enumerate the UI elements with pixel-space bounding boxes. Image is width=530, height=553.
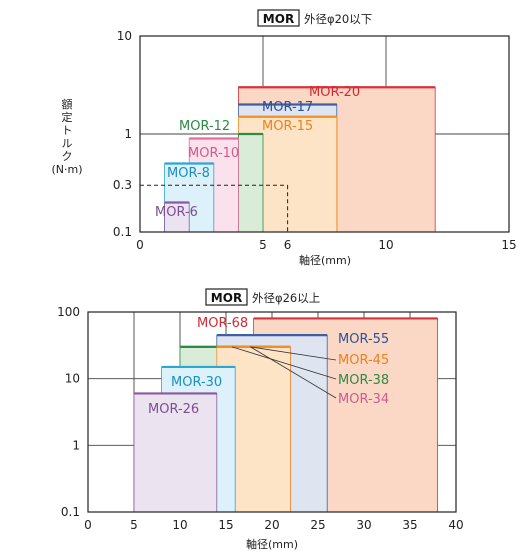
chart2-y-ticks: 0.1 1 10 100 — [57, 305, 80, 519]
chart2-bars — [133, 317, 439, 513]
chart1-x-tick-6: 6 — [284, 238, 292, 252]
chart1-y-tick-10: 10 — [117, 29, 132, 43]
chart2-x-tick-10: 10 — [172, 518, 187, 532]
chart-outer-diameter-26-and-above: MOR-26 MOR-30 MOR-34 MOR-38 MOR-45 MOR-55 MOR-… — [57, 288, 464, 551]
chart2-frame — [87, 311, 457, 513]
chart1-title-box: MOR — [263, 12, 294, 26]
chart1-label-mor-20: MOR-20 — [309, 85, 360, 100]
chart2-leader-mor-38 — [231, 346, 337, 380]
chart1-label-mor-6: MOR-6 — [155, 205, 198, 220]
chart1-y-tick-0.1: 0.1 — [113, 225, 132, 239]
chart1-x-tick-15: 15 — [501, 238, 516, 252]
chart1-y-axis-label: 額 定 ト ル ク (N·m) — [51, 98, 82, 176]
chart1-y-label-char-1: 額 — [62, 98, 73, 111]
chart2-label-mor-68: MOR-68 — [197, 316, 248, 331]
chart2-leader-mor-45 — [250, 346, 337, 361]
chart2-y-tick-10: 10 — [65, 372, 80, 386]
chart2-leader-lines — [231, 346, 337, 399]
chart1-x-tick-5: 5 — [259, 238, 267, 252]
chart1-x-axis-label: 軸径(mm) — [299, 253, 351, 267]
chart2-x-tick-30: 30 — [356, 518, 371, 532]
chart2-y-tick-0.1: 0.1 — [61, 505, 80, 519]
chart1-label-mor-17: MOR-17 — [262, 100, 313, 115]
chart2-leader-mor-34 — [250, 346, 337, 399]
chart2-x-tick-5: 5 — [130, 518, 138, 532]
chart1-label-mor-15: MOR-15 — [262, 119, 313, 134]
chart1-label-mor-12: MOR-12 — [179, 119, 230, 134]
chart1-bars — [164, 86, 436, 233]
chart2-label-mor-34: MOR-34 — [338, 392, 389, 407]
chart1-y-tick-1: 1 — [124, 127, 132, 141]
chart2-title-box: MOR — [211, 291, 242, 305]
chart1-title-rest: 外径φ20以下 — [304, 12, 372, 26]
chart2-label-mor-45: MOR-45 — [338, 353, 389, 368]
chart1-y-tick-0.3: 0.3 — [113, 178, 132, 192]
chart2-x-axis-label: 軸径(mm) — [246, 537, 298, 551]
chart2-x-tick-25: 25 — [310, 518, 325, 532]
chart-outer-diameter-20-and-below: MOR-6 MOR-8 MOR-10 MOR-12 MOR-15 MOR-17MOR-20… — [51, 9, 517, 267]
chart1-x-tick-10: 10 — [378, 238, 393, 252]
chart1-y-label-unit: (N·m) — [51, 163, 82, 176]
chart1-bar-mor-12 — [237, 133, 264, 233]
chart1-label-mor-10: MOR-10 — [188, 146, 239, 161]
chart2-x-ticks: 0 5 10 15 20 25 30 35 40 — [84, 518, 463, 532]
chart1-y-ticks: 0.1 0.3 1 10 — [113, 29, 132, 239]
chart2-label-mor-55: MOR-55 — [338, 332, 389, 347]
chart2-label-mor-38: MOR-38 — [338, 373, 389, 388]
chart1-y-label-char-4: ル — [62, 137, 73, 150]
chart1-x-ticks: 0 5 6 10 15 — [136, 238, 516, 252]
chart2-y-tick-100: 100 — [57, 305, 80, 319]
chart2-label-mor-26: MOR-26 — [148, 402, 199, 417]
chart2-x-tick-40: 40 — [448, 518, 463, 532]
chart2-label-mor-30: MOR-30 — [171, 375, 222, 390]
chart2-y-tick-1: 1 — [72, 438, 80, 452]
chart2-x-tick-20: 20 — [264, 518, 279, 532]
chart2-title: MOR 外径φ26以上 — [205, 288, 320, 306]
chart2-x-tick-35: 35 — [402, 518, 417, 532]
chart1-frame — [139, 35, 510, 233]
chart1-guide-lines — [140, 184, 289, 232]
chart2-x-tick-0: 0 — [84, 518, 92, 532]
chart1-x-tick-0: 0 — [136, 238, 144, 252]
chart2-bar-labels: MOR-26 MOR-30 MOR-34 MOR-38 MOR-45 MOR-55 MOR-… — [148, 316, 389, 417]
chart1-y-label-char-2: 定 — [62, 110, 73, 124]
chart1-label-mor-8: MOR-8 — [167, 166, 210, 181]
chart2-title-rest: 外径φ26以上 — [252, 291, 320, 305]
chart1-y-label-char-3: ト — [62, 124, 73, 137]
chart1-y-label-char-5: ク — [62, 150, 73, 163]
chart2-x-tick-15: 15 — [218, 518, 233, 532]
chart1-title: MOR 外径φ20以下 — [257, 9, 372, 27]
